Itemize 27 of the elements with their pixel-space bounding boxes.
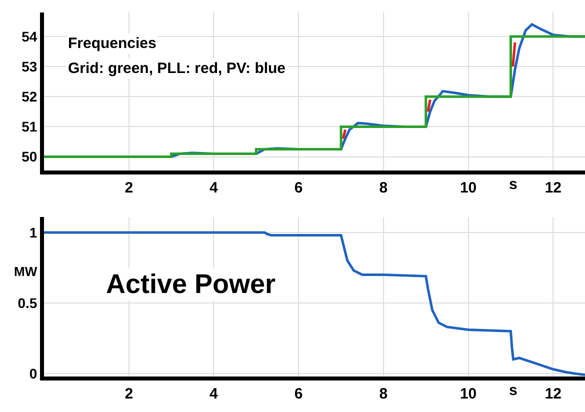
x-tick-label: 8 [379, 385, 388, 402]
text: Frequencies [68, 35, 156, 52]
x-tick-label: 4 [210, 385, 219, 402]
x-tick-label: 2 [124, 179, 134, 196]
y-tick-label: 52 [22, 88, 38, 105]
x-tick-label: 12 [544, 179, 562, 196]
x-tick-label: 12 [544, 385, 562, 402]
x-tick-label: 6 [294, 385, 303, 402]
y-axis-title: MW [14, 264, 38, 279]
text: Grid: green, PLL: red, PV: blue [68, 60, 286, 77]
y-tick-label: 54 [22, 28, 38, 44]
x-axis-title: s [509, 176, 518, 193]
y-tick-label: 1 [29, 224, 38, 240]
x-tick-label: 6 [294, 179, 303, 196]
x-tick-label: 2 [124, 385, 134, 402]
y-tick-label: 0.5 [18, 294, 38, 311]
text: Active Power [106, 269, 276, 299]
y-tick-label: 51 [22, 118, 38, 135]
y-tick-label: 0 [29, 365, 38, 382]
x-tick-label: 4 [210, 179, 219, 196]
y-tick-label: 50 [22, 148, 38, 165]
x-tick-label: 8 [379, 179, 388, 196]
x-tick-label: 10 [460, 179, 477, 196]
x-axis-title: s [509, 382, 518, 399]
x-tick-label: 10 [460, 385, 477, 402]
line-series [44, 231, 585, 376]
y-tick-label: 53 [22, 58, 38, 74]
